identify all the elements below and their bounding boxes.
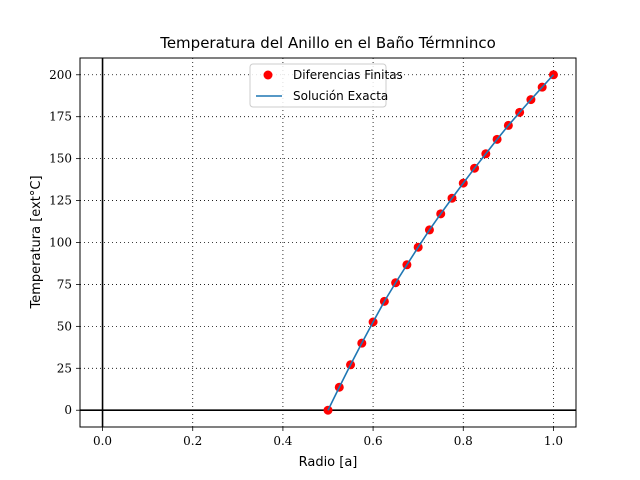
y-tick-label: 50 xyxy=(57,319,72,333)
x-tick-label: 0.4 xyxy=(273,434,292,448)
x-axis-title: Radio [a] xyxy=(299,455,358,470)
x-axis-ticks: 0.0 0.2 0.4 0.6 0.8 1.0 xyxy=(93,427,563,448)
chart-title: Temperatura del Anillo en el Baño Térmni… xyxy=(159,34,496,52)
y-axis-ticks: 0 25 50 75 100 125 150 175 200 xyxy=(49,68,80,417)
x-tick-label: 0.8 xyxy=(454,434,473,448)
y-tick-label: 200 xyxy=(49,68,72,82)
y-tick-label: 175 xyxy=(49,110,72,124)
y-tick-label: 75 xyxy=(57,277,72,291)
series-line-solucion-exacta xyxy=(327,74,555,411)
x-tick-label: 1.0 xyxy=(544,434,563,448)
y-axis-title: Temperatura [ext°C] xyxy=(29,175,44,309)
line-series xyxy=(327,74,555,411)
legend-label-solucion-exacta: Solución Exacta xyxy=(293,89,388,103)
x-tick-label: 0.0 xyxy=(93,434,112,448)
legend-label-diferencias-finitas: Diferencias Finitas xyxy=(293,68,403,82)
x-tick-label: 0.2 xyxy=(183,434,202,448)
legend: Diferencias Finitas Solución Exacta xyxy=(249,63,403,108)
y-tick-label: 150 xyxy=(49,152,72,166)
legend-marker-diferencias-finitas xyxy=(263,70,273,80)
y-tick-label: 100 xyxy=(49,236,72,250)
y-tick-label: 125 xyxy=(49,194,72,208)
legend-box xyxy=(249,63,387,108)
y-tick-label: 0 xyxy=(64,403,72,417)
x-tick-label: 0.6 xyxy=(364,434,383,448)
y-tick-label: 25 xyxy=(57,361,72,375)
